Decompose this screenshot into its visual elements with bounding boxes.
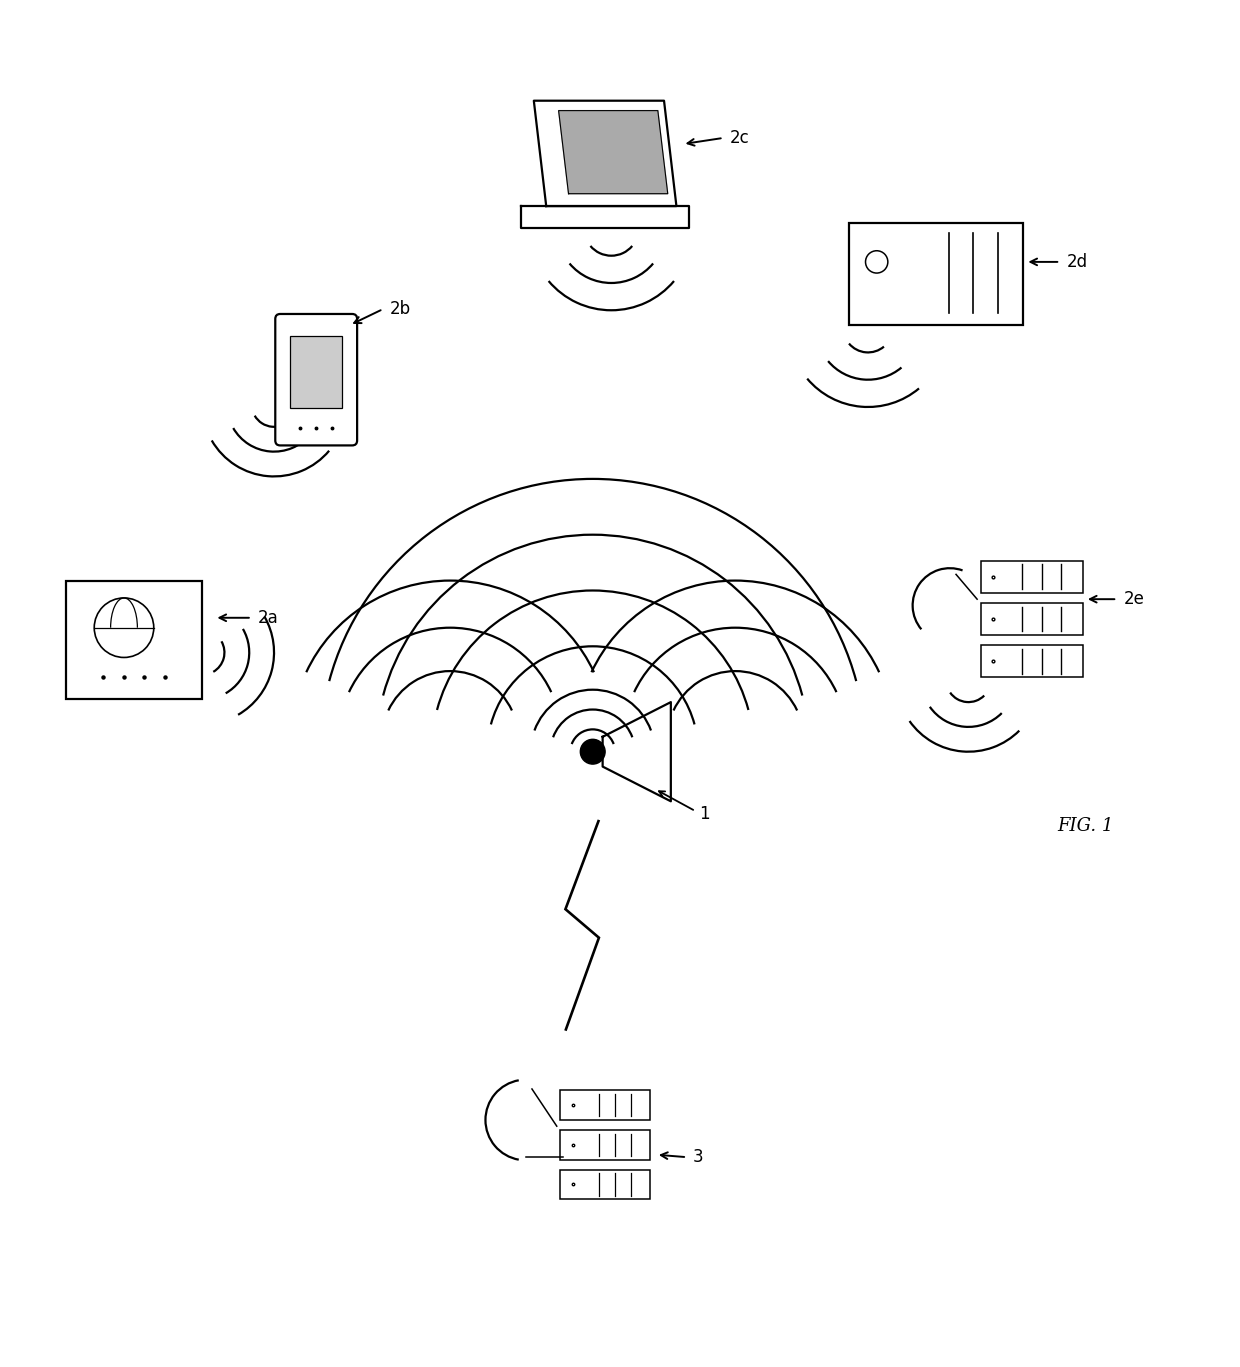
Text: 2d: 2d xyxy=(1066,253,1087,271)
Text: 3: 3 xyxy=(693,1148,704,1166)
Circle shape xyxy=(866,250,888,273)
FancyBboxPatch shape xyxy=(981,645,1083,677)
FancyBboxPatch shape xyxy=(560,1091,650,1120)
Polygon shape xyxy=(533,101,677,206)
Polygon shape xyxy=(558,111,667,194)
Circle shape xyxy=(94,597,154,658)
FancyBboxPatch shape xyxy=(275,314,357,446)
Text: 1: 1 xyxy=(699,805,711,823)
Text: 2b: 2b xyxy=(389,299,410,319)
Circle shape xyxy=(580,740,605,764)
FancyBboxPatch shape xyxy=(981,560,1083,593)
FancyBboxPatch shape xyxy=(560,1131,650,1159)
FancyBboxPatch shape xyxy=(66,581,202,699)
Text: 2e: 2e xyxy=(1123,591,1145,608)
FancyBboxPatch shape xyxy=(981,603,1083,636)
FancyBboxPatch shape xyxy=(290,336,342,409)
Text: 2c: 2c xyxy=(729,128,749,146)
Text: FIG. 1: FIG. 1 xyxy=(1056,817,1114,835)
Polygon shape xyxy=(521,206,689,228)
FancyBboxPatch shape xyxy=(560,1170,650,1199)
Text: 2a: 2a xyxy=(258,608,279,627)
FancyBboxPatch shape xyxy=(849,223,1023,325)
